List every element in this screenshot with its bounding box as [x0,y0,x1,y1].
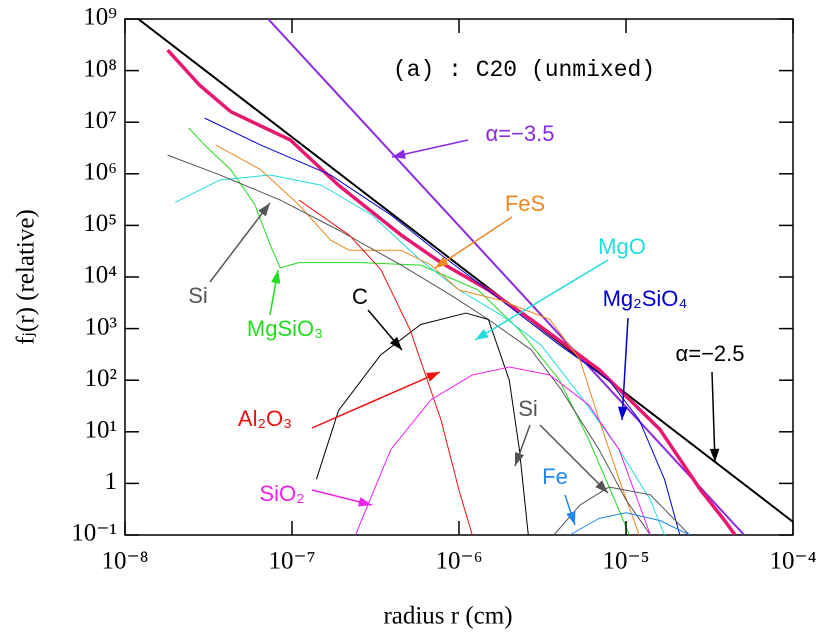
y-tick-label: 10¹ [85,417,118,444]
arrow-head [358,497,372,507]
arrow-head [475,329,489,340]
series-line [215,144,640,535]
y-tick-label: 10⁴ [83,262,117,289]
y-tick-label: 10⁵ [83,210,117,237]
arrow-head [426,372,440,382]
label-arrow [711,371,716,463]
y-tick-label: 10⁸ [83,55,117,82]
y-tick-label: 10⁹ [83,4,117,31]
series-label: Mg₂SiO₄ [603,286,688,311]
arrow-head [566,511,576,525]
x-tick-label: 10⁻⁵ [603,548,650,575]
x-tick-label: 10⁻⁶ [436,548,483,575]
arrow-head [389,336,402,350]
arrow-head [435,256,449,268]
x-tick-label: 10⁻⁸ [102,548,149,575]
label-arrow [311,371,441,429]
arrow-head [392,149,406,159]
series-line [188,127,630,535]
y-tick-label: 10⁷ [83,107,117,134]
label-arrow [474,259,609,341]
series-label: Al₂O₃ [238,406,292,431]
y-tick-label: 10² [85,365,118,392]
series-line [137,19,793,523]
label-arrow [621,317,629,421]
y-tick-label: 10³ [85,313,118,340]
series-line [569,512,690,535]
y-tick-label: 1 [105,468,118,495]
series-label: Fe [542,464,568,489]
series-line [166,48,737,535]
label-arrow [209,202,271,283]
label-arrow [539,424,609,494]
arrow-head [515,452,525,466]
x-tick-label: 10⁻⁴ [770,548,817,575]
y-tick-label: 10⁻¹ [71,520,117,547]
y-tick-label: 10⁶ [83,159,117,186]
series-line [175,174,665,535]
x-axis-label: radius r (cm) [383,603,512,630]
series-label: α=−2.5 [676,341,745,366]
chart-title: (a) : C20 (unmixed) [393,57,655,83]
arrow-head [258,203,270,217]
label-arrow [434,216,513,269]
series-label: C [352,284,368,309]
curves [137,19,793,535]
series-label: SiO₂ [259,481,304,506]
arrow-head [595,480,608,493]
series-line [315,312,529,535]
series-label: FeS [505,191,545,216]
series-line [167,154,651,535]
y-axis-label: fⱼ(r) (relative) [13,209,40,345]
series-label: Si [518,396,538,421]
arrow-head [709,448,720,462]
series-label: MgO [598,234,646,259]
series-line [267,19,745,535]
series-label: α=−3.5 [486,121,555,146]
plot-frame [124,18,794,536]
series-label: Si [188,283,208,308]
arrow-head [270,270,281,284]
x-tick-label: 10⁻⁷ [269,548,316,575]
series-label: MgSiO₃ [247,316,323,341]
arrow-head [617,406,628,420]
series-line [553,486,690,535]
series-line [355,366,651,535]
series-line [298,199,473,535]
